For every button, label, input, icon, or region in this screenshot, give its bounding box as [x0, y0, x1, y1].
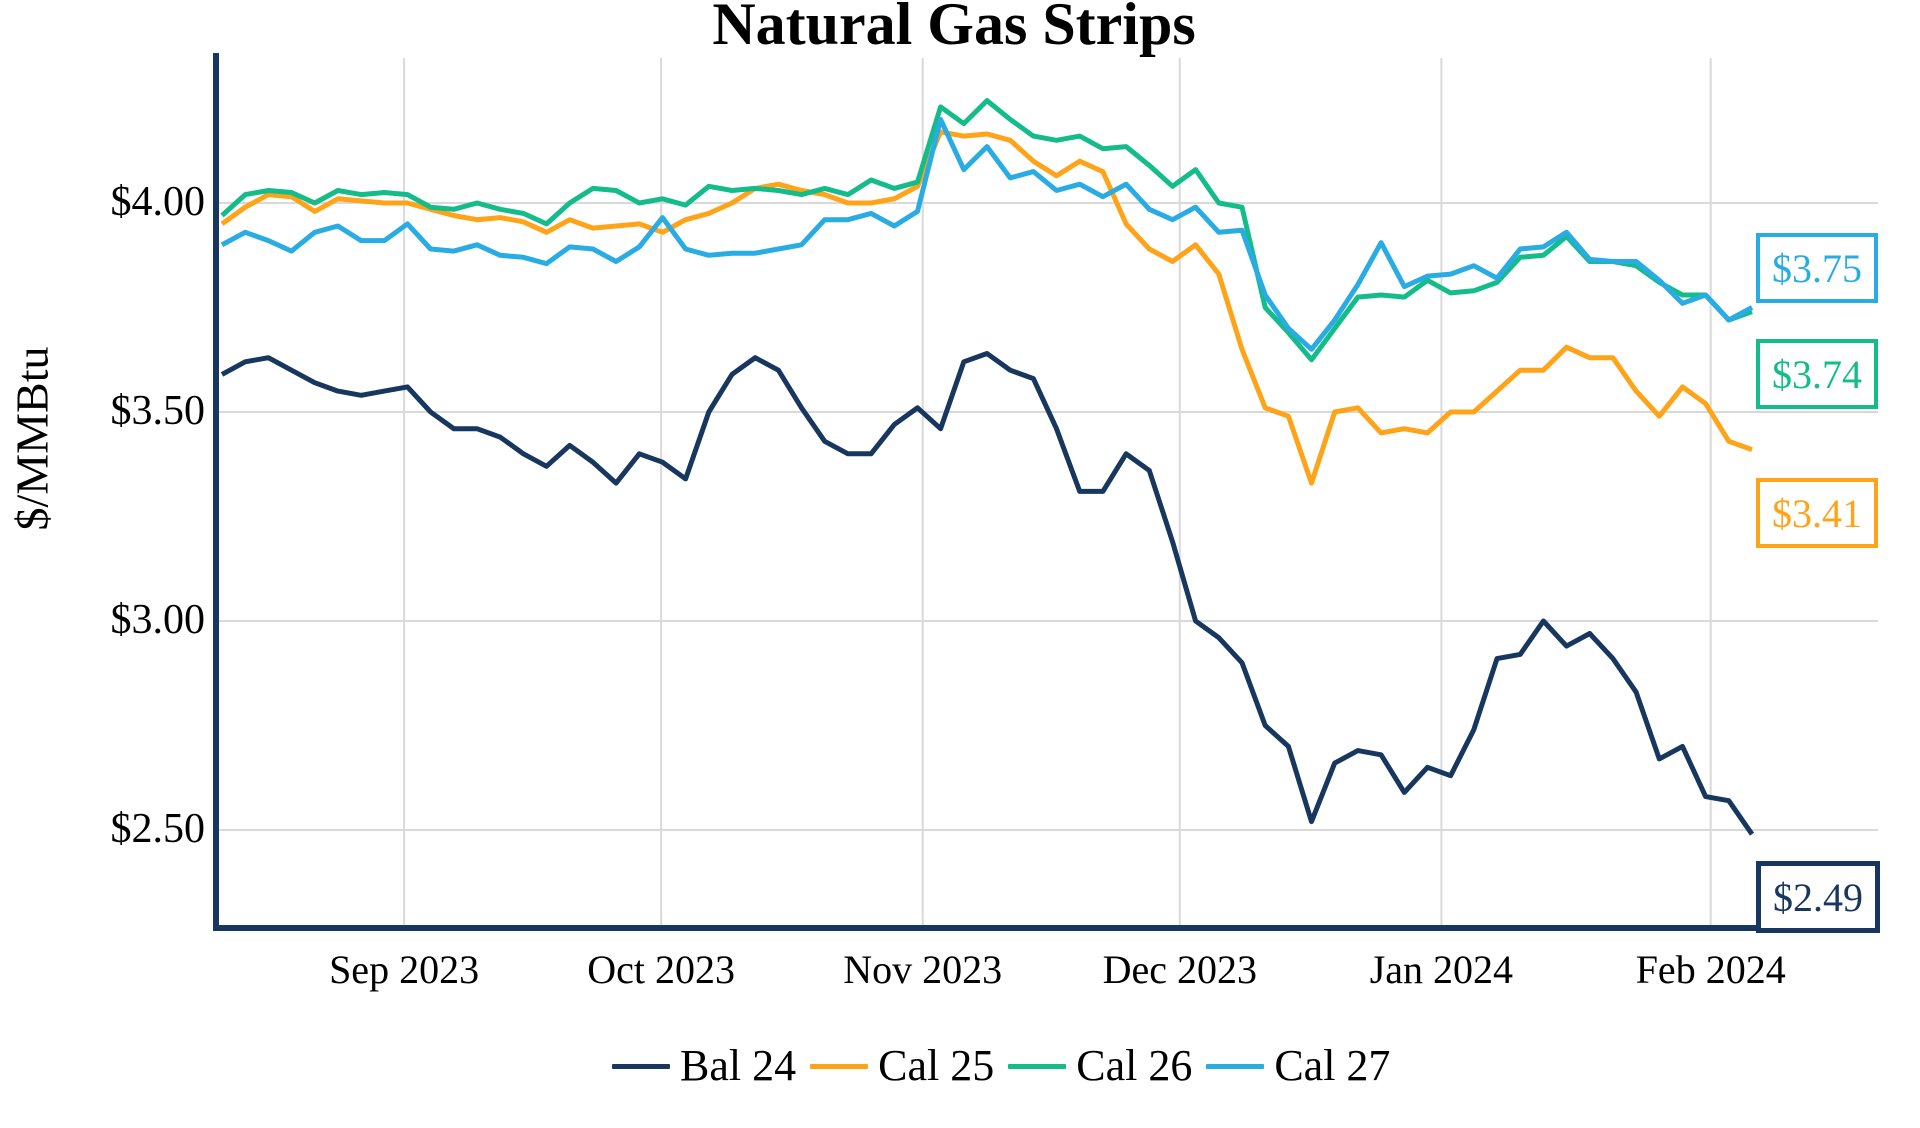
x-tick-label: Feb 2024	[1635, 947, 1786, 992]
legend-line-swatch	[810, 1063, 869, 1069]
x-tick-label: Dec 2023	[1102, 947, 1257, 992]
legend-label: Bal 24	[680, 1041, 797, 1090]
series-line-bal-24	[220, 351, 1755, 836]
y-tick-label: $4.00	[110, 179, 206, 225]
end-value-label-cal-27: $3.75	[1756, 233, 1878, 303]
series-line-cal-27	[220, 116, 1754, 352]
x-tick-label: Oct 2023	[587, 947, 735, 992]
end-value-label-cal-26: $3.74	[1756, 339, 1878, 409]
x-tick-label: Sep 2023	[329, 947, 480, 992]
legend-label: Cal 25	[878, 1041, 995, 1090]
legend-line-swatch	[1008, 1063, 1067, 1069]
legend-item-cal-27: Cal 27	[1206, 1042, 1390, 1090]
y-tick-label: $2.50	[110, 806, 206, 852]
chart-title: Natural Gas Strips	[712, 0, 1196, 57]
end-value-label-bal-24: $2.49	[1756, 861, 1880, 933]
end-value-label-cal-25: $3.41	[1756, 478, 1878, 548]
legend-label: Cal 26	[1076, 1041, 1193, 1090]
legend-item-cal-25: Cal 25	[810, 1042, 994, 1090]
legend-line-swatch	[1206, 1063, 1265, 1069]
x-tick-label: Nov 2023	[843, 947, 1003, 992]
legend-item-bal-24: Bal 24	[612, 1042, 796, 1090]
x-axis-line	[213, 925, 1878, 931]
series-line-cal-25	[220, 129, 1753, 486]
x-tick-label: Jan 2024	[1369, 947, 1514, 992]
series-line-cal-26	[220, 98, 1753, 363]
y-axis-line	[213, 53, 219, 931]
y-tick-label: $3.50	[110, 388, 206, 434]
legend-item-cal-26: Cal 26	[1008, 1042, 1192, 1090]
legend-label: Cal 27	[1274, 1041, 1391, 1090]
legend-line-swatch	[612, 1063, 670, 1069]
y-axis-title: $/MMBtu	[6, 346, 58, 531]
y-tick-label: $3.00	[110, 597, 206, 643]
legend: Bal 24 Cal 25 Cal 26 Cal 27	[612, 1042, 1390, 1090]
